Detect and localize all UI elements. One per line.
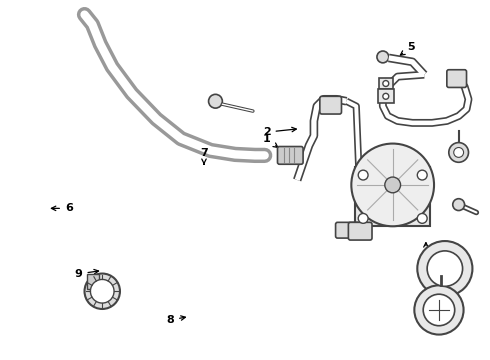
Text: 8: 8 bbox=[166, 315, 185, 325]
Text: 3: 3 bbox=[412, 177, 425, 189]
Circle shape bbox=[383, 81, 389, 86]
Text: 4: 4 bbox=[422, 243, 430, 261]
Bar bbox=[355, 167, 430, 226]
Bar bbox=[378, 89, 393, 103]
Circle shape bbox=[358, 170, 368, 180]
FancyBboxPatch shape bbox=[277, 147, 303, 164]
Bar bbox=[379, 78, 392, 89]
Circle shape bbox=[358, 213, 368, 223]
Circle shape bbox=[454, 148, 464, 157]
Text: 5: 5 bbox=[400, 42, 415, 55]
Circle shape bbox=[415, 285, 464, 334]
Circle shape bbox=[453, 199, 465, 211]
Text: 9: 9 bbox=[74, 269, 98, 279]
FancyBboxPatch shape bbox=[336, 222, 359, 238]
FancyBboxPatch shape bbox=[320, 96, 342, 114]
Circle shape bbox=[383, 93, 389, 99]
Circle shape bbox=[91, 279, 114, 303]
Circle shape bbox=[209, 94, 222, 108]
Circle shape bbox=[417, 170, 427, 180]
Text: 6: 6 bbox=[51, 203, 73, 213]
Text: 1: 1 bbox=[263, 134, 278, 147]
FancyBboxPatch shape bbox=[348, 222, 372, 240]
Circle shape bbox=[377, 51, 389, 63]
Text: 7: 7 bbox=[200, 148, 208, 164]
Circle shape bbox=[427, 251, 463, 286]
Circle shape bbox=[84, 274, 120, 309]
Circle shape bbox=[351, 144, 434, 226]
Circle shape bbox=[449, 143, 468, 162]
Circle shape bbox=[385, 177, 400, 193]
Circle shape bbox=[417, 241, 472, 296]
Circle shape bbox=[423, 294, 455, 326]
Bar bbox=[88, 274, 99, 289]
FancyBboxPatch shape bbox=[447, 70, 466, 87]
Text: 2: 2 bbox=[263, 127, 296, 137]
Circle shape bbox=[417, 213, 427, 223]
